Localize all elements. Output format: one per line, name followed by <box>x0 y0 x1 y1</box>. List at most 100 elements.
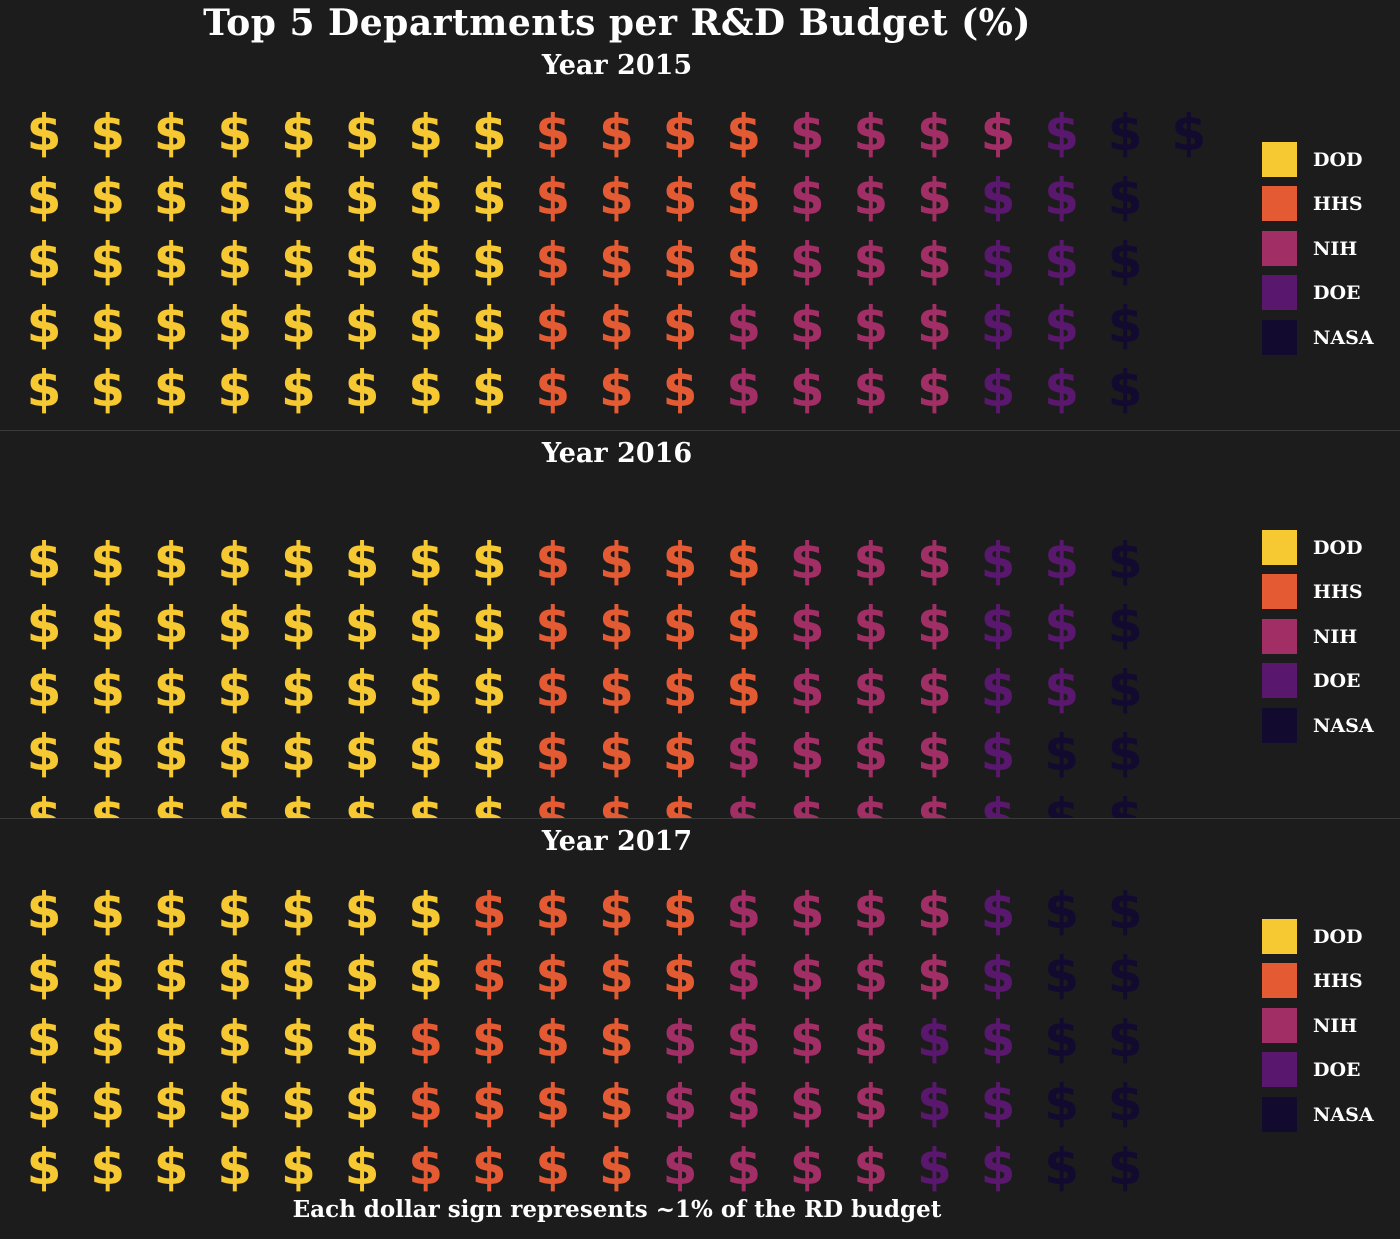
dollar-mark-dod: $ <box>217 168 252 226</box>
dollar-mark-nih: $ <box>790 660 825 718</box>
dollar-mark-nih: $ <box>790 168 825 226</box>
dollar-mark-hhs: $ <box>535 104 570 162</box>
dollar-mark-dod: $ <box>345 360 380 418</box>
dollar-mark-dod: $ <box>90 104 125 162</box>
dollar-mark-hhs: $ <box>535 168 570 226</box>
dollar-mark-hhs: $ <box>663 882 698 940</box>
dollar-mark-nih: $ <box>917 882 952 940</box>
dollar-mark-nasa: $ <box>1108 724 1143 782</box>
dollar-mark-dod: $ <box>281 882 316 940</box>
dollar-mark-dod: $ <box>27 660 62 718</box>
dollar-mark-dod: $ <box>345 660 380 718</box>
dollar-mark-dod: $ <box>281 532 316 590</box>
dollar-mark-nasa: $ <box>1044 1138 1079 1196</box>
dollar-mark-nih: $ <box>853 360 888 418</box>
dollar-mark-nasa: $ <box>1108 296 1143 354</box>
legend-swatch <box>1262 618 1297 654</box>
legend-label: DOE <box>1313 282 1361 305</box>
dollar-mark-dod: $ <box>27 168 62 226</box>
dollar-mark-dod: $ <box>217 296 252 354</box>
dollar-mark-doe: $ <box>1044 232 1079 290</box>
dollar-mark-dod: $ <box>408 882 443 940</box>
legend-swatch <box>1262 275 1297 311</box>
dollar-mark-doe: $ <box>1044 168 1079 226</box>
dollar-mark-hhs: $ <box>535 532 570 590</box>
legend-item-dod: DOD <box>1262 142 1392 178</box>
dollar-mark-nih: $ <box>853 232 888 290</box>
dollar-mark-dod: $ <box>217 1138 252 1196</box>
dollar-mark-dod: $ <box>345 104 380 162</box>
dollar-mark-dod: $ <box>154 596 189 654</box>
dollar-mark-nih: $ <box>790 1138 825 1196</box>
legend-label: HHS <box>1313 581 1363 604</box>
legend-item-doe: DOE <box>1262 663 1392 699</box>
dollar-mark-hhs: $ <box>408 1074 443 1132</box>
dollar-mark-hhs: $ <box>472 946 507 1004</box>
dollar-mark-nih: $ <box>853 596 888 654</box>
dollar-mark-doe: $ <box>981 168 1016 226</box>
dollar-mark-nih: $ <box>917 596 952 654</box>
dollar-mark-dod: $ <box>90 788 125 818</box>
legend-item-nasa: NASA <box>1262 1096 1392 1133</box>
dollar-mark-dod: $ <box>281 168 316 226</box>
dollar-mark-nasa: $ <box>1044 946 1079 1004</box>
dollar-mark-hhs: $ <box>599 660 634 718</box>
dollar-mark-dod: $ <box>408 724 443 782</box>
dollar-mark-dod: $ <box>27 596 62 654</box>
dollar-mark-doe: $ <box>981 596 1016 654</box>
dollar-mark-nih: $ <box>726 788 761 818</box>
dollar-mark-dod: $ <box>345 596 380 654</box>
legend-label: DOE <box>1313 670 1361 693</box>
dollar-mark-hhs: $ <box>663 724 698 782</box>
dollar-mark-dod: $ <box>472 724 507 782</box>
dollar-mark-doe: $ <box>1044 104 1079 162</box>
dollar-mark-hhs: $ <box>535 946 570 1004</box>
dollar-mark-dod: $ <box>154 1010 189 1068</box>
dollar-mark-nih: $ <box>726 946 761 1004</box>
dollar-mark-nih: $ <box>790 788 825 818</box>
dollar-mark-dod: $ <box>281 1138 316 1196</box>
legend-swatch <box>1262 919 1297 954</box>
dollar-mark-dod: $ <box>217 1010 252 1068</box>
dollar-mark-hhs: $ <box>663 660 698 718</box>
dollar-mark-dod: $ <box>345 532 380 590</box>
dollar-mark-nih: $ <box>917 232 952 290</box>
dollar-mark-nasa: $ <box>1108 1074 1143 1132</box>
dollar-mark-doe: $ <box>1044 360 1079 418</box>
dollar-mark-dod: $ <box>408 104 443 162</box>
dollar-mark-dod: $ <box>281 724 316 782</box>
dollar-mark-nih: $ <box>726 724 761 782</box>
dollar-mark-dod: $ <box>345 946 380 1004</box>
waffle-grid: $ $ $ $ $ $ $ $ $ $ $ $ $ $ $ $ $ $ $ $ $ $ $ $ $ $ $ $ $ $ $ $ $ $ $ $ $ $ $ $… <box>27 532 1143 818</box>
dollar-mark-nih: $ <box>917 724 952 782</box>
legend-label: HHS <box>1313 970 1363 993</box>
dollar-mark-nasa: $ <box>1171 104 1206 162</box>
dollar-mark-dod: $ <box>90 1074 125 1132</box>
dollar-mark-hhs: $ <box>599 360 634 418</box>
dollar-mark-hhs: $ <box>599 296 634 354</box>
dollar-mark-hhs: $ <box>663 788 698 818</box>
legend-label: DOD <box>1313 926 1363 948</box>
dollar-mark-nasa: $ <box>1044 724 1079 782</box>
dollar-mark-nasa: $ <box>1108 232 1143 290</box>
dollar-mark-dod: $ <box>27 946 62 1004</box>
dollar-mark-nih: $ <box>726 882 761 940</box>
legend-label: NASA <box>1313 714 1374 737</box>
dollar-mark-hhs: $ <box>408 1010 443 1068</box>
dollar-mark-dod: $ <box>90 596 125 654</box>
dollar-mark-doe: $ <box>981 724 1016 782</box>
dollar-mark-dod: $ <box>217 788 252 818</box>
dollar-mark-dod: $ <box>281 104 316 162</box>
dollar-mark-dod: $ <box>154 104 189 162</box>
dollar-mark-dod: $ <box>345 168 380 226</box>
dollar-mark-dod: $ <box>27 788 62 818</box>
legend-swatch <box>1262 186 1297 222</box>
dollar-mark-nasa: $ <box>1108 168 1143 226</box>
dollar-mark-dod: $ <box>472 660 507 718</box>
dollar-mark-doe: $ <box>981 532 1016 590</box>
dollar-mark-hhs: $ <box>535 1074 570 1132</box>
dollar-mark-hhs: $ <box>599 788 634 818</box>
dollar-mark-dod: $ <box>154 232 189 290</box>
dollar-mark-hhs: $ <box>599 946 634 1004</box>
dollar-mark-dod: $ <box>345 724 380 782</box>
